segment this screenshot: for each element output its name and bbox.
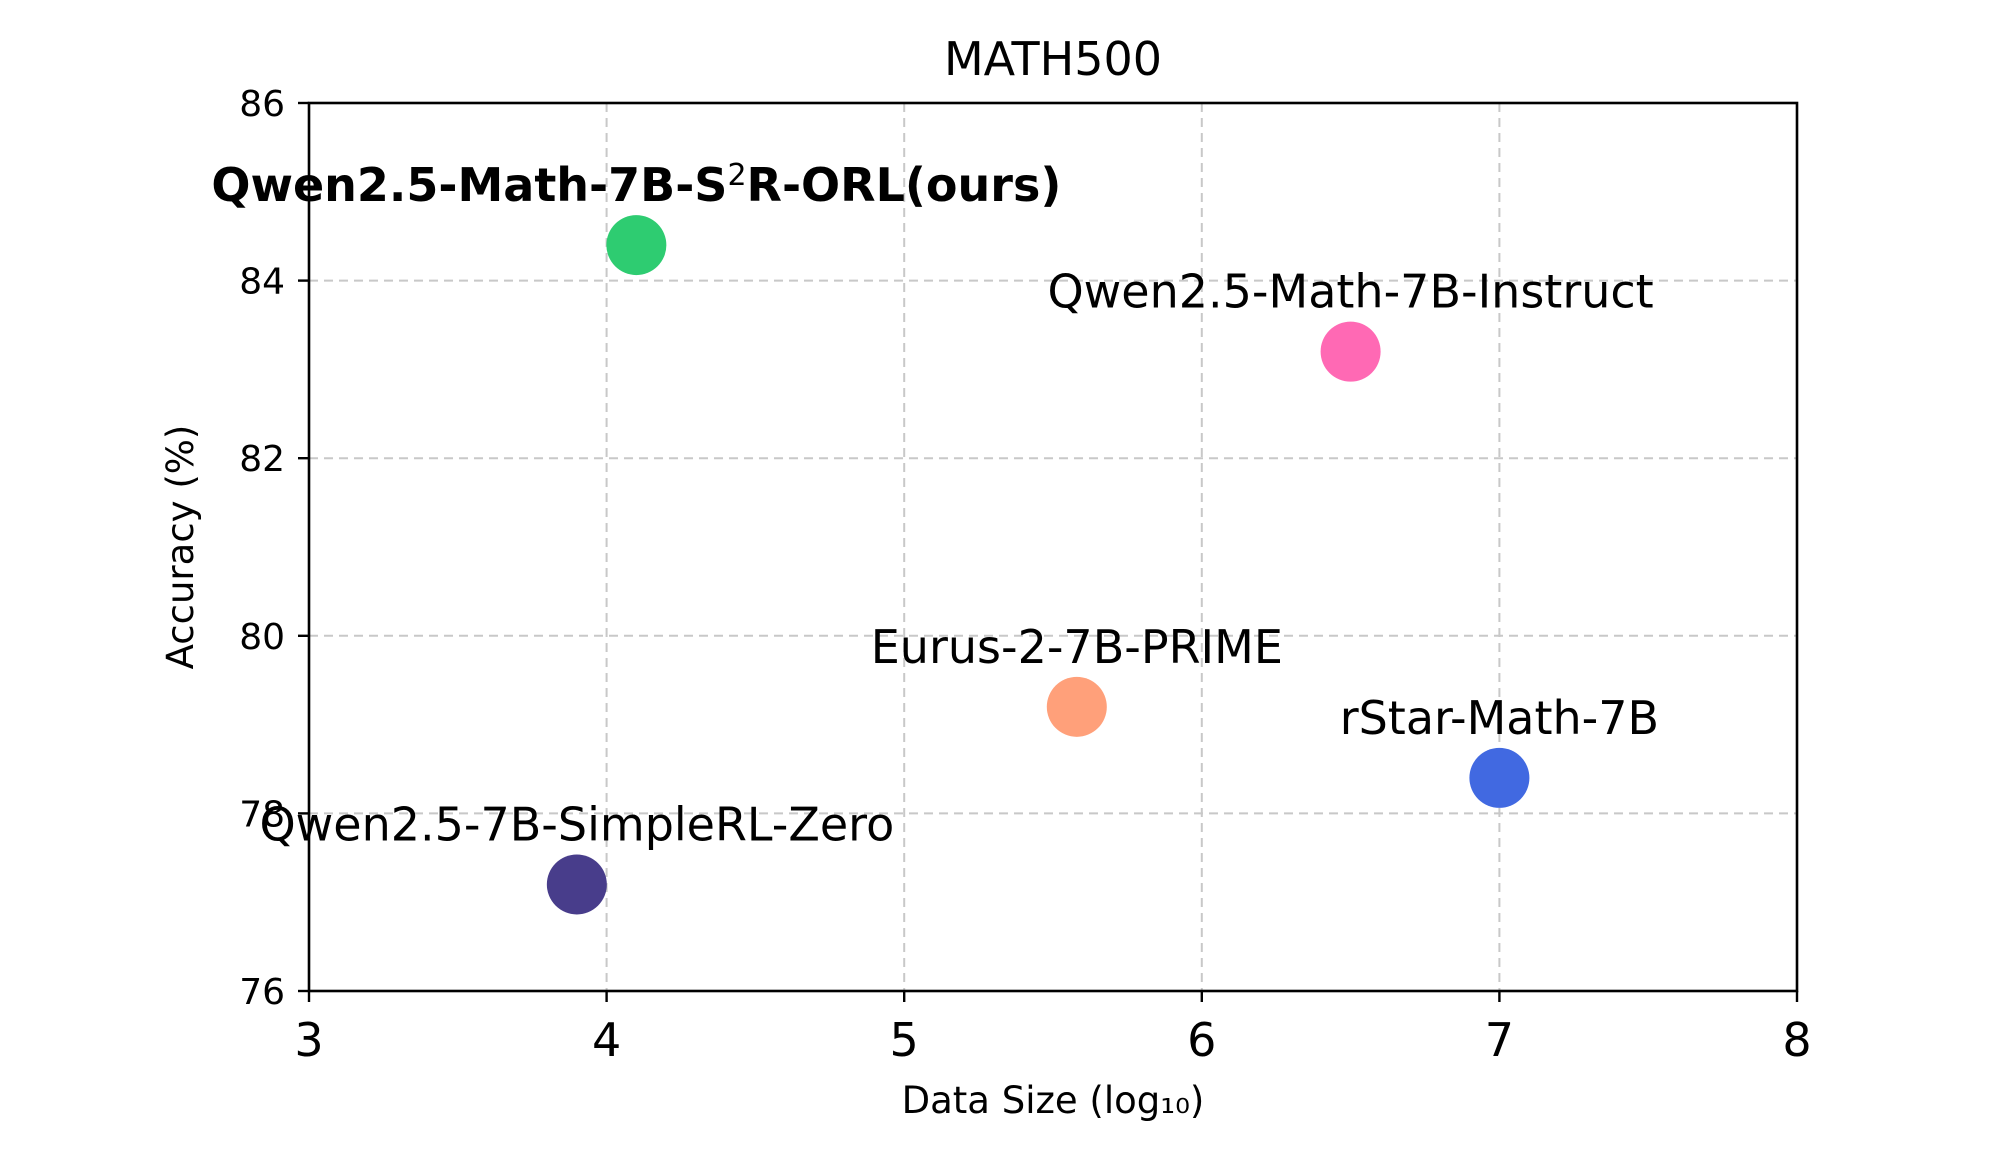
point-label: Qwen2.5-7B-SimpleRL-Zero [259, 797, 894, 851]
point-label: Qwen2.5-Math-7B-S2R-ORL(ours) [211, 158, 1061, 212]
data-point [1469, 747, 1530, 808]
data-points [546, 215, 1530, 915]
y-tick-label: 76 [239, 972, 285, 1013]
x-tick-label: 8 [1782, 1013, 1811, 1067]
data-point [546, 854, 607, 915]
x-tick-label: 5 [890, 1013, 919, 1067]
data-point [606, 215, 667, 276]
data-point [1320, 321, 1381, 382]
y-tick-label: 86 [239, 84, 285, 125]
grid-lines [309, 103, 1797, 991]
point-label: rStar-Math-7B [1340, 691, 1659, 745]
point-labels: Qwen2.5-Math-7B-S2R-ORL(ours) Qwen2.5-Mat… [211, 158, 1659, 851]
x-axis-title: Data Size (log₁₀) [902, 1079, 1205, 1122]
plot-frame [307, 101, 1799, 993]
x-tick-label: 7 [1485, 1013, 1514, 1067]
y-tick-label: 82 [239, 439, 285, 480]
y-axis-title: Accuracy (%) [159, 425, 202, 670]
point-label: Qwen2.5-Math-7B-Instruct [1047, 265, 1653, 319]
data-point [1046, 676, 1107, 737]
point-label: Eurus-2-7B-PRIME [871, 620, 1283, 674]
chart-title: MATH500 [944, 32, 1162, 86]
y-tick-label: 84 [239, 262, 285, 303]
x-tick-label: 4 [592, 1013, 621, 1067]
y-tick-label: 78 [239, 794, 285, 835]
x-tick-label: 6 [1187, 1013, 1216, 1067]
x-tick-label: 3 [294, 1013, 323, 1067]
y-tick-label: 80 [239, 617, 285, 658]
